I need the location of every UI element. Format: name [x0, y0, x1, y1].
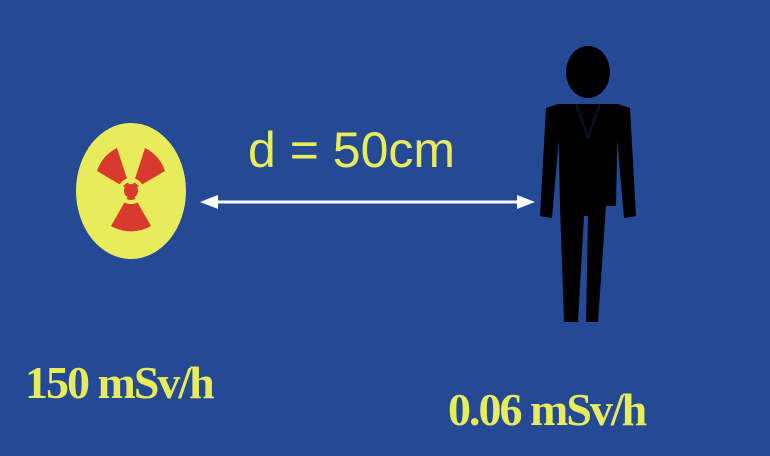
person-dose-label: 0.06 mSv/h: [448, 384, 647, 435]
distance-label: d = 50cm: [248, 122, 456, 178]
radiation-trefoil-icon: [76, 123, 186, 259]
double-arrow: [200, 195, 535, 209]
person-figure-icon: [540, 46, 636, 322]
source-dose-label: 150 mSv/h: [25, 357, 215, 408]
